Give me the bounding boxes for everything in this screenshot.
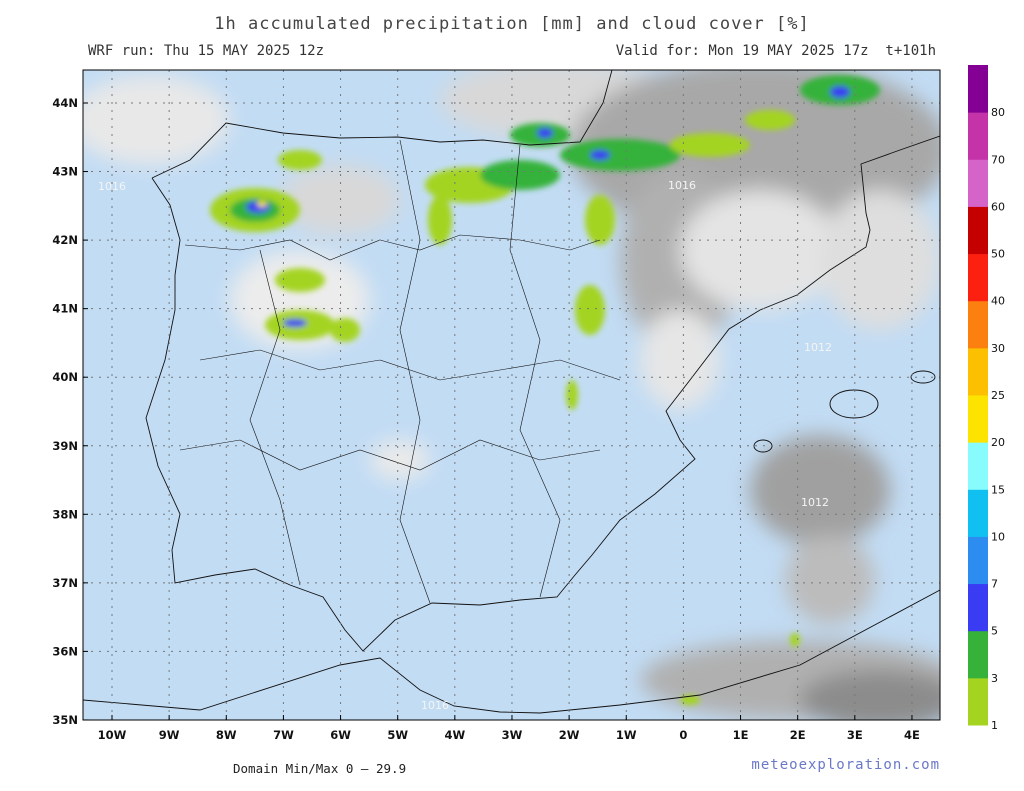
- colorbar-label: 20: [991, 436, 1005, 449]
- colorbar-segment: [968, 442, 988, 490]
- lon-label: 1E: [733, 728, 749, 742]
- lon-label: 7W: [273, 728, 294, 742]
- colorbar-label: 80: [991, 106, 1005, 119]
- lon-label: 5W: [387, 728, 408, 742]
- lon-label: 3E: [847, 728, 863, 742]
- valid-label: Valid for: Mon 19 MAY 2025 17z t+101h: [616, 43, 936, 59]
- contour-label: 1016: [421, 699, 449, 712]
- contour-label: 1016: [98, 180, 126, 193]
- lon-label: 0: [679, 728, 687, 742]
- lat-label: 44N: [52, 96, 78, 110]
- lat-label: 41N: [52, 302, 78, 316]
- colorbar: 1 3 5 7 10 15 20 25 30 40 50 60 70 80: [968, 65, 1005, 732]
- colorbar-segment: [968, 536, 988, 585]
- colorbar-segment: [968, 253, 988, 302]
- lon-label: 8W: [216, 728, 237, 742]
- colorbar-label: 30: [991, 342, 1005, 355]
- lat-label: 37N: [52, 576, 78, 590]
- minmax: Domain Min/Max 0 — 29.9: [233, 761, 406, 776]
- colorbar-segment: [968, 206, 988, 255]
- lon-label: 10W: [98, 728, 127, 742]
- axis-labels: 44N 43N 42N 41N 40N 39N 38N 37N 36N 35N 10W 9W 8W 7W 6…: [52, 96, 920, 742]
- colorbar-label: 50: [991, 248, 1005, 261]
- colorbar-segment: [968, 630, 988, 679]
- colorbar-label: 10: [991, 530, 1005, 543]
- title: 1h accumulated precipitation [mm] and cl…: [214, 14, 809, 34]
- lon-label: 1W: [616, 728, 637, 742]
- colorbar-segment: [968, 395, 988, 443]
- colorbar-label: 15: [991, 483, 1005, 496]
- lat-label: 35N: [52, 713, 78, 727]
- contour-labels: 1016 1016 1012 1012 1016: [98, 179, 832, 712]
- map-area: 1016 1016 1012 1012 1016: [83, 70, 940, 720]
- lon-label: 2E: [790, 728, 806, 742]
- colorbar-label: 5: [991, 625, 998, 638]
- lat-label: 40N: [52, 370, 78, 384]
- colorbar-segment: [968, 583, 988, 632]
- colorbar-segment: [968, 489, 988, 537]
- lon-label: 6W: [330, 728, 351, 742]
- contour-label: 1012: [801, 496, 829, 509]
- colorbar-segment: [968, 347, 988, 396]
- lat-label: 43N: [52, 165, 78, 179]
- brand: meteoexploration.com: [751, 757, 940, 773]
- lon-label: 4E: [904, 728, 920, 742]
- colorbar-segment: [968, 677, 988, 726]
- colorbar-segment: [968, 65, 988, 113]
- colorbar-label: 60: [991, 200, 1005, 213]
- lat-label: 39N: [52, 439, 78, 453]
- lat-label: 36N: [52, 644, 78, 658]
- lat-label: 42N: [52, 233, 78, 247]
- contour-label: 1016: [668, 179, 696, 192]
- colorbar-segment: [968, 300, 988, 349]
- colorbar-label: 70: [991, 153, 1005, 166]
- contour-label: 1012: [804, 341, 832, 354]
- colorbar-label: 25: [991, 389, 1005, 402]
- lon-label: 4W: [444, 728, 465, 742]
- precipitation: [210, 75, 880, 705]
- cloud-cover: [83, 70, 940, 720]
- colorbar-label: 7: [991, 578, 998, 591]
- lon-label: 3W: [502, 728, 523, 742]
- lon-label: 2W: [559, 728, 580, 742]
- lat-label: 38N: [52, 507, 78, 521]
- colorbar-label: 3: [991, 672, 998, 685]
- run-label: WRF run: Thu 15 MAY 2025 12z: [88, 43, 324, 59]
- colorbar-label: 40: [991, 295, 1005, 308]
- colorbar-segment: [968, 112, 988, 160]
- colorbar-segment: [968, 159, 988, 207]
- lon-label: 9W: [159, 728, 180, 742]
- colorbar-label: 1: [991, 719, 998, 732]
- coastline: [83, 70, 940, 714]
